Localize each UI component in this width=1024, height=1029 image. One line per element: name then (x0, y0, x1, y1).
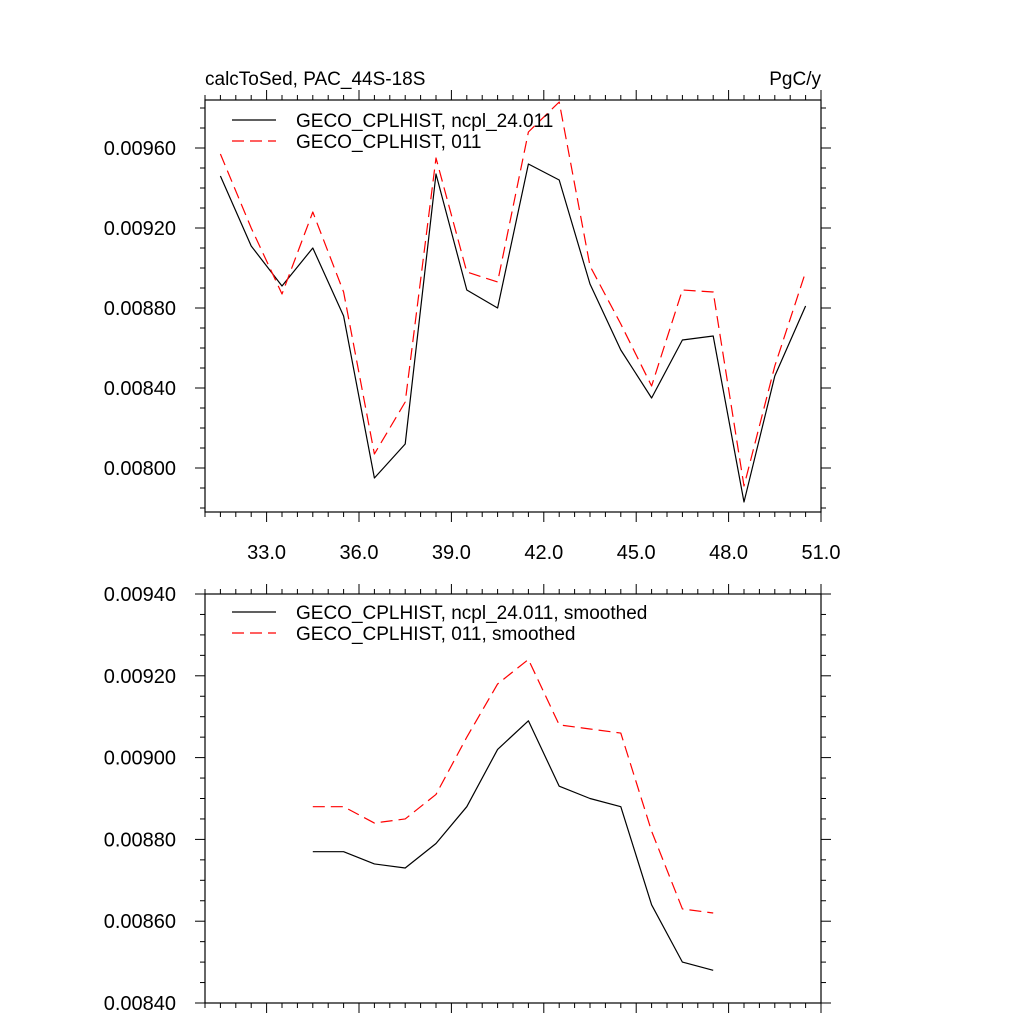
y-tick-label: 0.00920 (104, 666, 176, 688)
y-tick-label: 0.00840 (104, 993, 176, 1015)
bottom-panel: 0.00840 0.00860 0.00880 0.00900 0.00920 0.009… (104, 584, 831, 1015)
y-tick-label: 0.00960 (104, 138, 176, 160)
y-tick-label: 0.00800 (104, 458, 176, 480)
x-tick-label: 48.0 (709, 542, 748, 564)
y-tick-label: 0.00940 (104, 584, 176, 606)
chart-title: calcToSed, PAC_44S-18S (205, 69, 425, 90)
series-line-1 (219, 163, 807, 503)
units-label: PgC/y (769, 69, 821, 90)
plot-frame (204, 593, 822, 1004)
legend-label: GECO_CPLHIST, 011, smoothed (296, 624, 576, 645)
y-tick-label: 0.00920 (104, 218, 176, 240)
series-line-2 (312, 658, 714, 914)
legend-label: GECO_CPLHIST, 011 (296, 132, 482, 153)
x-tick-label: 42.0 (524, 542, 563, 564)
series-line-2 (219, 101, 807, 487)
y-tick-label: 0.00840 (104, 378, 176, 400)
x-tick-label: 36.0 (340, 542, 379, 564)
x-tick-label: 33.0 (247, 542, 286, 564)
y-tick-label: 0.00900 (104, 748, 176, 770)
plot-frame (204, 99, 822, 513)
x-tick-label: 39.0 (432, 542, 471, 564)
x-tick-label: 51.0 (802, 542, 841, 564)
x-tick-label: 45.0 (617, 542, 656, 564)
y-tick-label: 0.00860 (104, 911, 176, 933)
y-tick-label: 0.00880 (104, 829, 176, 851)
legend-label: GECO_CPLHIST, ncpl_24.011, smoothed (296, 603, 647, 624)
top-panel: 33.0 36.0 39.0 42.0 45.0 48.0 51.0 0.00800 0.008… (104, 90, 841, 564)
legend-label: GECO_CPLHIST, ncpl_24.011 (296, 111, 553, 132)
y-tick-label: 0.00880 (104, 298, 176, 320)
series-line-1 (312, 720, 714, 971)
